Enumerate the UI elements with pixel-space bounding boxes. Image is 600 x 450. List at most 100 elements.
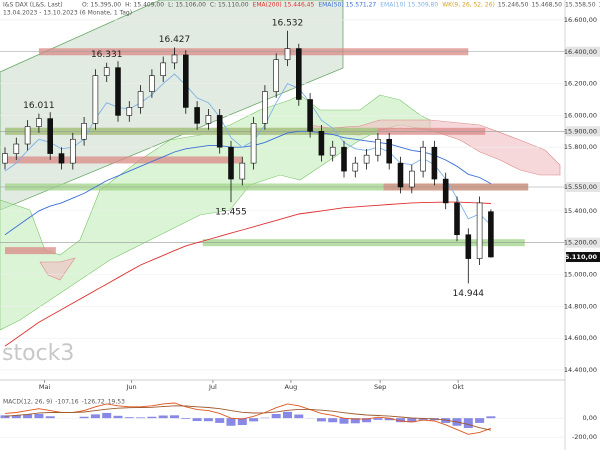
candle-body xyxy=(284,48,291,61)
y2-tick-label: 0,00 xyxy=(583,414,597,422)
macd-histogram-bar xyxy=(34,413,44,419)
macd-histogram-bar xyxy=(147,416,157,419)
y-tick-label: 16.000,00 xyxy=(564,111,597,119)
indicator-line xyxy=(4,201,491,347)
candle-body xyxy=(329,146,336,156)
y-tick-label: 15.800,00 xyxy=(564,143,597,151)
level-box xyxy=(566,237,600,248)
candle-body xyxy=(58,153,65,164)
candle-body xyxy=(420,146,426,172)
level-label: 16.400,00 xyxy=(564,48,597,56)
candle-body xyxy=(363,154,370,164)
macd-histogram-bar xyxy=(79,416,89,419)
macd-line xyxy=(4,402,492,435)
macd-histogram-bar xyxy=(113,415,123,419)
annotation: 14.944 xyxy=(453,289,485,299)
macd-histogram-bar xyxy=(158,415,168,419)
macd-histogram-bar xyxy=(271,413,281,419)
indicator-value: 15.446,45 xyxy=(284,2,315,9)
x-tick-label: Aug xyxy=(285,383,298,391)
candle-body xyxy=(408,170,415,188)
instrument: I&S DAX (L&S, Last) xyxy=(3,2,63,9)
macd-histogram-bar xyxy=(237,418,247,426)
candle-body xyxy=(126,107,133,116)
indicator-name: EMA(50) xyxy=(318,2,343,9)
price-zone xyxy=(5,156,243,164)
y2-tick-label: -200,00 xyxy=(572,433,597,441)
candle-body xyxy=(194,107,200,124)
signal-line xyxy=(4,405,491,431)
candle-body xyxy=(262,91,268,124)
x-tick-label: Jun xyxy=(125,383,136,391)
candle-body xyxy=(250,123,257,164)
level-box xyxy=(566,46,600,57)
indicator-value: 15.468,50 xyxy=(531,2,562,9)
candle-body xyxy=(375,138,381,156)
x-tick-label: Jul xyxy=(208,383,217,391)
macd-histogram-bar xyxy=(407,418,417,423)
candle-body xyxy=(205,115,212,124)
candle-body xyxy=(239,162,246,180)
ohlc-value: O: 15.395,00 xyxy=(82,2,121,9)
candle-body xyxy=(13,143,20,154)
candle-body xyxy=(115,67,121,116)
candle-body xyxy=(431,146,438,180)
macd-histogram-bar xyxy=(215,418,225,423)
macd-histogram-bar xyxy=(339,418,349,424)
macd-histogram-bar xyxy=(475,418,485,423)
watermark: stock3 xyxy=(2,341,74,366)
macd-histogram-bar xyxy=(362,418,372,423)
candle-body xyxy=(70,138,76,164)
indicator-name: EMA(10) xyxy=(380,2,405,9)
indicator-value: 15.309,80 xyxy=(408,2,439,9)
x-tick-label: Okt xyxy=(452,383,464,391)
ohlc-value: C: 15.110,00 xyxy=(210,2,249,9)
candle-body xyxy=(92,75,99,124)
candle-body xyxy=(24,126,31,145)
candle-body xyxy=(352,162,359,172)
candle-body xyxy=(171,54,178,64)
macd-histogram-bar xyxy=(192,418,202,422)
candle-body xyxy=(47,118,54,154)
candle-body xyxy=(307,99,313,132)
period: 13.04.2023 - 13.10.2023 (6 Monate, 1 Tag… xyxy=(3,10,132,17)
candle-body xyxy=(2,153,8,164)
macd-histogram-bar xyxy=(203,418,213,422)
indicator-name: EMA(200) xyxy=(253,2,282,9)
x-tick-label: Mai xyxy=(39,383,51,391)
annotation: 15.455 xyxy=(215,208,247,218)
indicator-line xyxy=(4,130,492,236)
macd-histogram-bar xyxy=(136,417,146,419)
macd-histogram-bar xyxy=(90,414,100,419)
annotation: 16.011 xyxy=(23,101,55,111)
macd-histogram-bar xyxy=(181,418,191,419)
level-label: 15.900,00 xyxy=(564,127,597,135)
candle-body xyxy=(397,162,404,188)
y-tick-label: 16.600,00 xyxy=(564,16,597,24)
y-tick-label: 14.400,00 xyxy=(564,366,597,374)
macd-histogram-bar xyxy=(486,416,496,419)
candle-body xyxy=(103,67,110,76)
annotation: 16.532 xyxy=(272,18,304,28)
ohlc-value: H: 15.409,00 xyxy=(125,2,164,9)
macd-histogram-bar xyxy=(294,414,304,419)
level-box xyxy=(566,181,600,192)
candle-body xyxy=(442,178,449,204)
macd-value: -107,16 xyxy=(55,399,78,406)
candle-body xyxy=(160,62,166,76)
macd-histogram-bar xyxy=(373,418,383,420)
candle-body xyxy=(341,146,347,172)
y-tick-label: 14.600,00 xyxy=(564,334,597,342)
macd-histogram-bar xyxy=(11,415,21,419)
y-tick-label: 16.200,00 xyxy=(564,80,597,88)
annotation: 16.427 xyxy=(159,35,191,45)
candle-body xyxy=(488,211,494,258)
candle-body xyxy=(318,131,325,156)
indicator-value: 15.246,50 xyxy=(498,2,529,9)
macd-histogram-bar xyxy=(384,418,394,421)
candle-body xyxy=(183,54,189,108)
candle-body xyxy=(273,59,280,92)
macd-histogram-bar xyxy=(102,412,112,419)
macd-histogram-bar xyxy=(396,418,405,423)
